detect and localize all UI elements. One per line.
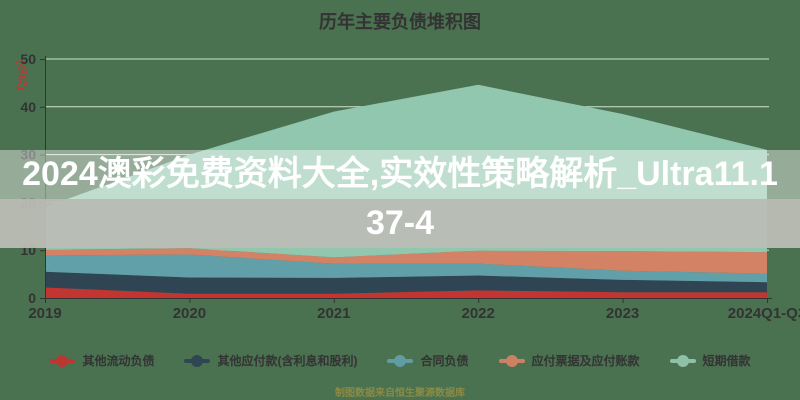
y-tick-label: 0 (28, 290, 36, 306)
series-area-4[interactable] (45, 248, 767, 274)
legend-label: 其他流动负债 (82, 354, 155, 368)
watermark-overlay: 2024澳彩免费资料大全,实效性策略解析_Ultra11.1 37-4 (0, 150, 800, 248)
y-tick-label: 30 (20, 147, 36, 163)
series-area-3[interactable] (45, 254, 767, 283)
legend-item-2[interactable]: 其他应付款(含利息和股利) (184, 352, 357, 369)
x-tick-label: 2022 (462, 305, 495, 322)
legend-marker-icon (387, 354, 414, 367)
x-tick-label: 2021 (317, 305, 350, 322)
legend-dot-icon (676, 354, 689, 367)
legend-item-4[interactable]: 应付票据及应付账款 (498, 352, 640, 369)
y-tick-label: 50 (20, 51, 36, 67)
series-area-2[interactable] (45, 271, 767, 294)
legend-label: 合同负债 (420, 354, 469, 368)
legend-marker-icon (184, 354, 211, 367)
legend-item-5[interactable]: 短期借款 (669, 352, 751, 369)
x-tick-label: 2023 (606, 305, 639, 322)
legend-label: 其他应付款(含利息和股利) (217, 354, 358, 368)
data-source-note: 制图数据来自恒生聚源数据库 (335, 388, 465, 399)
x-tick-label: 2019 (28, 305, 61, 322)
chart-legend: 其他流动负债 其他应付款(含利息和股利) 合同负债 应付票据及应付账款 短期借款 (0, 352, 800, 369)
legend-item-3[interactable]: 合同负债 (387, 352, 469, 369)
watermark-text-line-1: 2024澳彩免费资料大全,实效性策略解析_Ultra11.1 (0, 150, 800, 199)
legend-dot-icon (56, 354, 69, 367)
legend-label: 应付票据及应付账款 (531, 354, 640, 368)
legend-item-1[interactable]: 其他流动负债 (49, 352, 154, 369)
legend-marker-icon (49, 354, 76, 367)
y-tick-label: 40 (20, 99, 36, 115)
chart-title: 历年主要负债堆积图 (319, 12, 481, 32)
legend-marker-icon (498, 354, 525, 367)
watermark-text-line-2: 37-4 (0, 199, 800, 248)
legend-dot-icon (505, 354, 518, 367)
x-tick-label: 2020 (173, 305, 206, 322)
legend-dot-icon (394, 354, 407, 367)
legend-label: 短期借款 (702, 354, 751, 368)
legend-marker-icon (669, 354, 696, 367)
x-tick-label: 2024Q1-Q3 (728, 305, 800, 322)
legend-dot-icon (191, 354, 204, 367)
series-area-1[interactable] (45, 287, 767, 298)
y-axis-unit-label: (亿元) (15, 60, 26, 91)
